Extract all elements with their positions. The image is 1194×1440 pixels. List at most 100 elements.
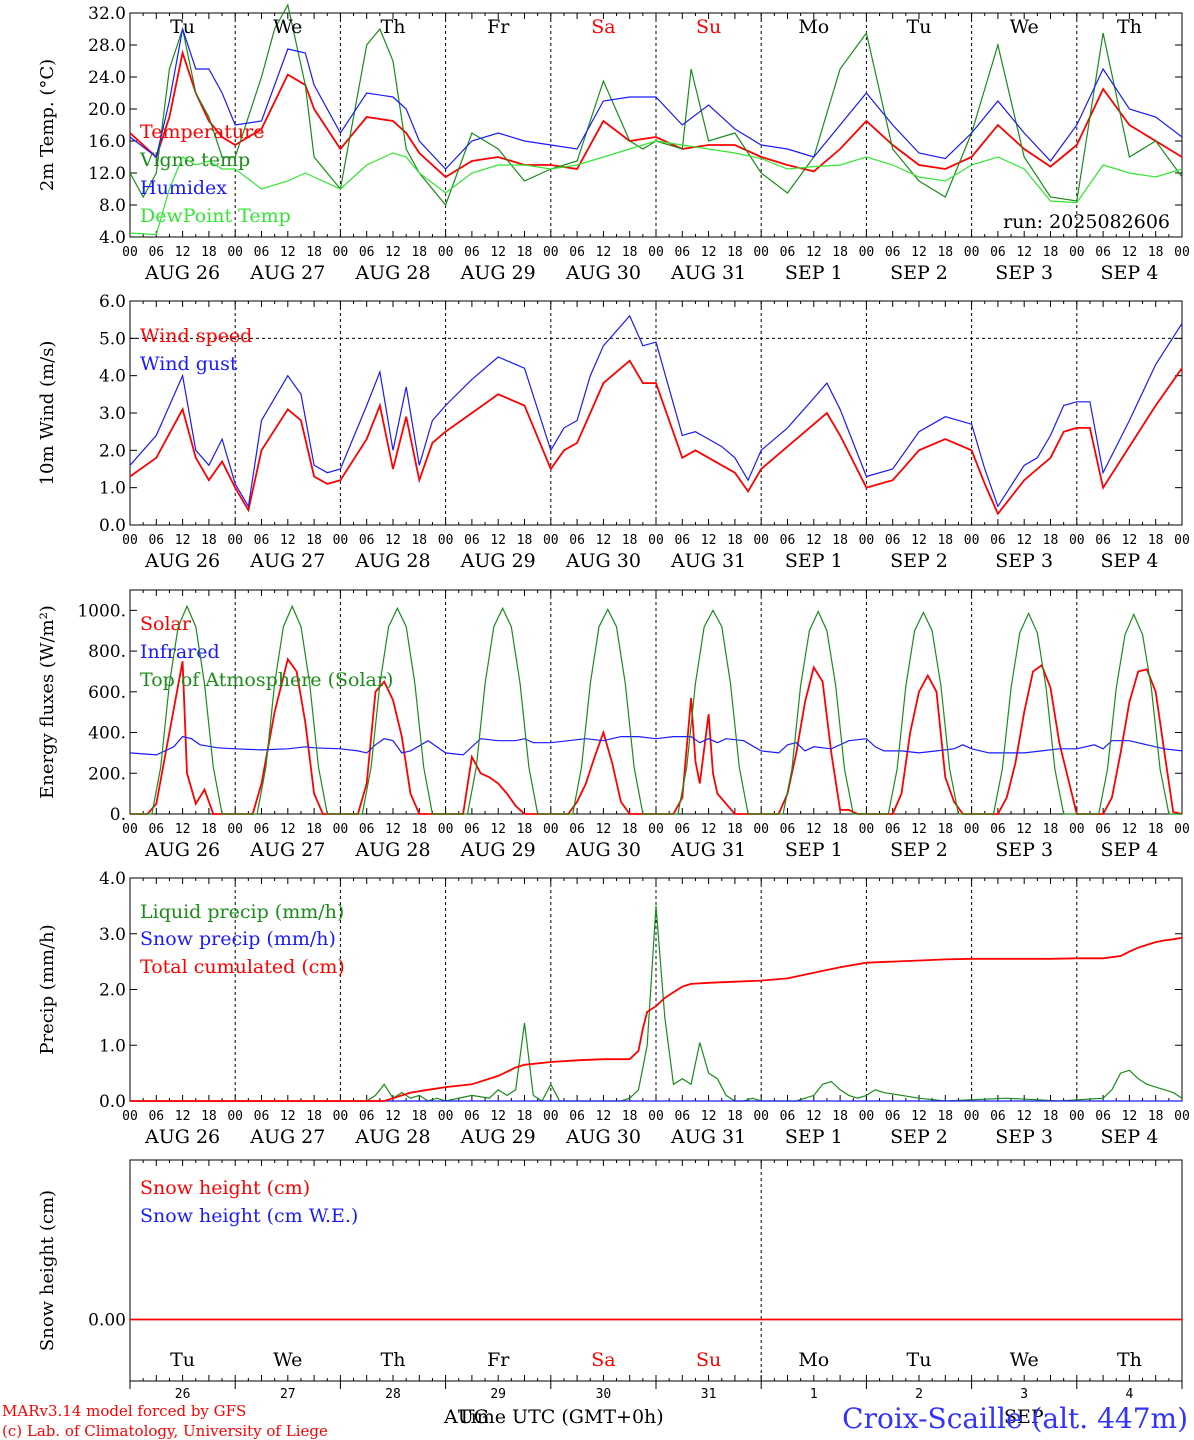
plot-frame xyxy=(129,300,1183,526)
hour-tick-label: 06 xyxy=(885,822,901,837)
hour-tick-label: 18 xyxy=(727,533,743,548)
hour-tick-label: 06 xyxy=(780,533,796,548)
hour-tick-label: 06 xyxy=(569,245,585,260)
date-label: SEP 4 xyxy=(1100,262,1158,284)
hour-tick-label: 18 xyxy=(1148,822,1164,837)
hour-tick-label: 00 xyxy=(1069,1109,1085,1124)
hour-tick-label: 18 xyxy=(1148,533,1164,548)
hour-tick-label: 12 xyxy=(1016,822,1032,837)
hour-tick-label: 12 xyxy=(701,1109,717,1124)
hour-tick-label: 06 xyxy=(1095,822,1111,837)
series-line-humidex xyxy=(129,28,1183,170)
hour-tick-label: 06 xyxy=(464,822,480,837)
weekday-label: Fr xyxy=(487,1349,510,1371)
hour-tick-label: 18 xyxy=(1043,533,1059,548)
y-tick-label: 24.0 xyxy=(88,68,126,88)
hour-tick-label: 06 xyxy=(1095,533,1111,548)
day-number-label: 27 xyxy=(280,1387,296,1402)
hour-tick-label: 18 xyxy=(727,1109,743,1124)
date-label: SEP 2 xyxy=(890,262,948,284)
legend-entry: Top of Atmosphere (Solar) xyxy=(140,669,393,691)
hour-tick-label: 06 xyxy=(359,822,375,837)
date-label: AUG 30 xyxy=(565,550,641,572)
y-tick-label: 0. xyxy=(110,805,126,825)
hour-tick-label: 00 xyxy=(438,822,454,837)
hour-tick-label: 12 xyxy=(911,822,927,837)
hour-tick-label: 00 xyxy=(1174,533,1190,548)
weekday-label: Th xyxy=(381,16,406,38)
hour-tick-label: 18 xyxy=(937,822,953,837)
hour-tick-label: 00 xyxy=(333,822,349,837)
hour-tick-label: 12 xyxy=(385,533,401,548)
y-axis-label: 2m Temp. (°C) xyxy=(37,59,58,191)
weekday-label: Tu xyxy=(907,1349,932,1371)
hour-tick-label: 00 xyxy=(753,1109,769,1124)
y-tick-label: 4.0 xyxy=(99,367,126,387)
hour-tick-label: 18 xyxy=(306,1109,322,1124)
hour-tick-label: 00 xyxy=(543,822,559,837)
hour-tick-label: 06 xyxy=(254,245,270,260)
date-label: SEP 4 xyxy=(1100,1126,1158,1148)
date-label: AUG 31 xyxy=(670,839,746,861)
date-label: AUG 31 xyxy=(670,1126,746,1148)
day-number-label: 31 xyxy=(701,1387,717,1402)
date-label: AUG 31 xyxy=(670,262,746,284)
date-label: AUG 30 xyxy=(565,262,641,284)
date-label: AUG 28 xyxy=(354,262,430,284)
hour-tick-label: 00 xyxy=(227,1109,243,1124)
legend-entry: Liquid precip (mm/h) xyxy=(140,901,344,923)
series-line-liquid-precip-mm-h- xyxy=(130,905,1183,1102)
y-axis-label: Energy fluxes (W/m²) xyxy=(37,605,58,799)
hour-tick-label: 18 xyxy=(1043,822,1059,837)
hour-tick-label: 18 xyxy=(517,1109,533,1124)
date-label: AUG 27 xyxy=(249,839,325,861)
hour-tick-label: 00 xyxy=(543,533,559,548)
hour-tick-label: 00 xyxy=(122,533,138,548)
hour-tick-label: 12 xyxy=(490,822,506,837)
y-tick-label: 4.0 xyxy=(99,228,126,248)
hour-tick-label: 18 xyxy=(832,822,848,837)
legend-entry: Snow precip (mm/h) xyxy=(140,928,336,950)
date-label: AUG 29 xyxy=(460,839,536,861)
hour-tick-label: 00 xyxy=(438,533,454,548)
date-label: SEP 3 xyxy=(995,1126,1053,1148)
hour-tick-label: 06 xyxy=(359,245,375,260)
hour-tick-label: 06 xyxy=(1095,1109,1111,1124)
hour-tick-label: 00 xyxy=(543,245,559,260)
hour-tick-label: 00 xyxy=(648,245,664,260)
hour-tick-label: 12 xyxy=(806,822,822,837)
weekday-label: Sa xyxy=(591,16,615,38)
series-line-temperature xyxy=(129,49,1183,179)
hour-tick-label: 06 xyxy=(885,533,901,548)
day-number-label: 4 xyxy=(1125,1387,1133,1402)
y-tick-label: 1.0 xyxy=(99,479,126,499)
hour-tick-label: 06 xyxy=(674,245,690,260)
plot-frame xyxy=(129,12,1183,238)
legend-entry: Vigne temp xyxy=(139,149,250,171)
hour-tick-label: 18 xyxy=(201,822,217,837)
legend-entry: Temperature xyxy=(140,121,264,143)
hour-tick-label: 18 xyxy=(622,533,638,548)
footer: MARv3.14 model forced by GFS (c) Lab. of … xyxy=(2,1402,1188,1440)
legend-entry: Infrared xyxy=(140,641,220,663)
date-label: SEP 2 xyxy=(890,839,948,861)
date-label: SEP 1 xyxy=(785,550,843,572)
day-number-label: 29 xyxy=(490,1387,506,1402)
hour-tick-label: 18 xyxy=(411,533,427,548)
hour-tick-label: 12 xyxy=(490,533,506,548)
hour-tick-label: 00 xyxy=(438,245,454,260)
y-tick-label: 3.0 xyxy=(99,404,126,424)
hour-tick-label: 18 xyxy=(517,822,533,837)
y-tick-label: 2.0 xyxy=(99,441,126,461)
hour-tick-label: 18 xyxy=(622,822,638,837)
date-label: AUG 27 xyxy=(249,1126,325,1148)
date-label: AUG 29 xyxy=(460,1126,536,1148)
hour-tick-label: 00 xyxy=(122,245,138,260)
hour-tick-label: 00 xyxy=(859,245,875,260)
hour-tick-label: 00 xyxy=(227,245,243,260)
hour-tick-label: 12 xyxy=(911,1109,927,1124)
date-label: AUG 29 xyxy=(460,262,536,284)
date-label: AUG 29 xyxy=(460,550,536,572)
hour-tick-label: 18 xyxy=(201,533,217,548)
